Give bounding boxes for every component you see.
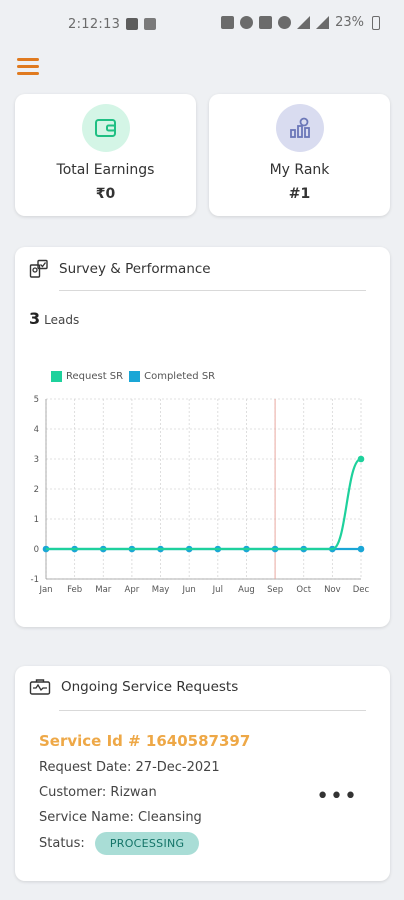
- my-rank-card[interactable]: My Rank #1: [209, 94, 390, 216]
- status-row: Status: PROCESSING: [39, 832, 200, 855]
- request-date: Request Date: 27-Dec-2021: [39, 760, 220, 775]
- y-tick-label: 3: [34, 455, 39, 465]
- x-tick-label: Jun: [182, 585, 196, 595]
- service-requests-header: Ongoing Service Requests: [29, 678, 238, 696]
- performance-chart: -1 0 1 2 3 4 5 Jan Feb Mar Apr May Jun Jul Aug Sep Oct No…: [31, 395, 370, 595]
- earnings-value: ₹0: [95, 186, 116, 202]
- y-tick-label: 1: [34, 515, 39, 525]
- battery-percent: 23%: [335, 15, 364, 30]
- y-tick-label: 2: [34, 485, 39, 495]
- legend-request-label: Request SR: [66, 371, 124, 382]
- leads-summary: 3 Leads: [29, 309, 79, 328]
- more-options-icon[interactable]: •••: [316, 784, 358, 809]
- status-label: Status:: [39, 836, 85, 851]
- legend-completed-swatch: [129, 371, 141, 382]
- y-tick-label: -1: [31, 575, 39, 585]
- signal-2-icon: [316, 16, 330, 29]
- leads-label: Leads: [44, 313, 80, 327]
- chart-legend: Request SR Completed SR: [51, 371, 221, 382]
- ongoing-service-requests-card: Ongoing Service Requests Service Id # 16…: [15, 666, 390, 881]
- x-tick-label: May: [152, 585, 170, 595]
- battery-icon: [372, 15, 380, 30]
- divider: [59, 290, 366, 291]
- legend-request-sr[interactable]: Request SR: [51, 371, 123, 382]
- rank-label: My Rank: [269, 162, 330, 178]
- service-name: Service Name: Cleansing: [39, 810, 202, 825]
- system-icons: 23%: [221, 15, 380, 30]
- legend-completed-label: Completed SR: [144, 371, 216, 382]
- performance-title: Survey & Performance: [59, 261, 211, 277]
- x-tick-label: Oct: [296, 585, 311, 595]
- wifi-icon: [278, 16, 292, 29]
- x-tick-label: Apr: [125, 585, 140, 595]
- x-tick-label: Jan: [38, 585, 52, 595]
- alarm-icon: [240, 16, 254, 29]
- divider: [59, 710, 366, 711]
- performance-header: Survey & Performance: [29, 259, 211, 279]
- legend-completed-sr[interactable]: Completed SR: [129, 371, 215, 382]
- briefcase-icon: [29, 679, 51, 695]
- status-bar: 2:12:13 23%: [0, 0, 404, 52]
- status-badge: PROCESSING: [94, 832, 200, 855]
- x-tick-label: Nov: [324, 585, 341, 595]
- image-notification-icon: [144, 18, 156, 30]
- vibrate-icon: [259, 16, 273, 29]
- rank-icon-circle: [275, 104, 324, 152]
- x-tick-label: Aug: [238, 585, 255, 595]
- notification-icons: [126, 18, 156, 30]
- data-saver-icon: [221, 16, 235, 29]
- service-requests-title: Ongoing Service Requests: [61, 679, 239, 695]
- rank-icon: [289, 117, 310, 138]
- x-tick-label: Mar: [95, 585, 112, 595]
- data-point-completed-sr: [357, 545, 365, 553]
- y-tick-label: 0: [34, 545, 39, 555]
- legend-request-swatch: [51, 371, 62, 382]
- survey-performance-card: Survey & Performance 3 Leads Request SR C…: [15, 247, 390, 627]
- wallet-icon: [94, 119, 116, 137]
- app-notification-icon: [126, 18, 138, 30]
- x-tick-label: Feb: [67, 585, 82, 595]
- survey-icon: [29, 259, 48, 278]
- menu-icon[interactable]: [17, 58, 39, 76]
- customer-name: Customer: Rizwan: [39, 785, 157, 800]
- y-tick-label: 5: [34, 395, 39, 405]
- y-tick-label: 4: [34, 425, 39, 435]
- earnings-label: Total Earnings: [56, 162, 155, 178]
- signal-icon: [297, 16, 311, 29]
- rank-value: #1: [288, 186, 311, 202]
- x-tick-label: Sep: [267, 585, 283, 595]
- total-earnings-card[interactable]: Total Earnings ₹0: [15, 94, 196, 216]
- x-tick-label: Dec: [353, 585, 370, 595]
- wallet-icon-circle: [81, 104, 130, 152]
- x-tick-label: Jul: [212, 585, 223, 595]
- series-line-request-sr: [46, 457, 362, 551]
- service-id-link[interactable]: Service Id # 1640587397: [39, 732, 251, 750]
- leads-count: 3: [29, 309, 41, 328]
- data-point-request-sr: [357, 455, 365, 463]
- status-time: 2:12:13: [68, 17, 121, 32]
